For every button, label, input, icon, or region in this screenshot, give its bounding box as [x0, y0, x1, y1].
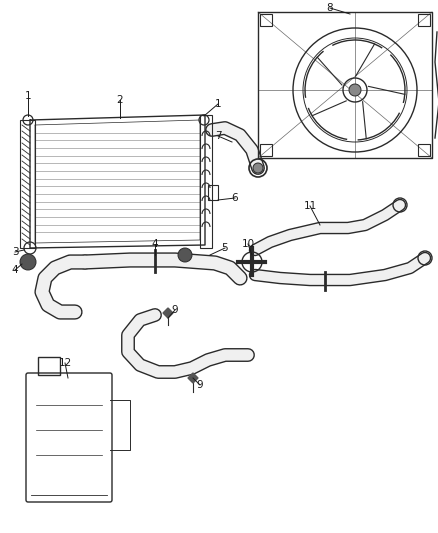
Bar	[38, 357, 60, 375]
Circle shape	[253, 163, 263, 173]
Bar	[260, 14, 272, 26]
Text: 1: 1	[215, 99, 221, 109]
Polygon shape	[188, 373, 198, 383]
Text: 5: 5	[222, 243, 228, 253]
Text: 9: 9	[197, 380, 203, 390]
Text: 12: 12	[58, 358, 72, 368]
Text: 11: 11	[304, 201, 317, 211]
Text: 3: 3	[12, 247, 18, 257]
Text: 6: 6	[232, 193, 238, 203]
Text: 7: 7	[215, 131, 221, 141]
Bar	[208, 185, 218, 200]
Bar	[260, 144, 272, 156]
Bar	[418, 144, 430, 156]
Circle shape	[20, 254, 36, 270]
Text: 2: 2	[117, 95, 124, 105]
Bar	[200, 115, 212, 248]
Text: 4: 4	[152, 239, 158, 249]
Text: 8: 8	[327, 3, 333, 13]
Bar	[20, 120, 35, 248]
Text: 9: 9	[172, 305, 178, 315]
Circle shape	[349, 84, 361, 96]
Polygon shape	[163, 308, 173, 318]
Text: 10: 10	[241, 239, 254, 249]
Bar	[418, 14, 430, 26]
Text: 1: 1	[25, 91, 31, 101]
Text: 4: 4	[12, 265, 18, 275]
Circle shape	[178, 248, 192, 262]
